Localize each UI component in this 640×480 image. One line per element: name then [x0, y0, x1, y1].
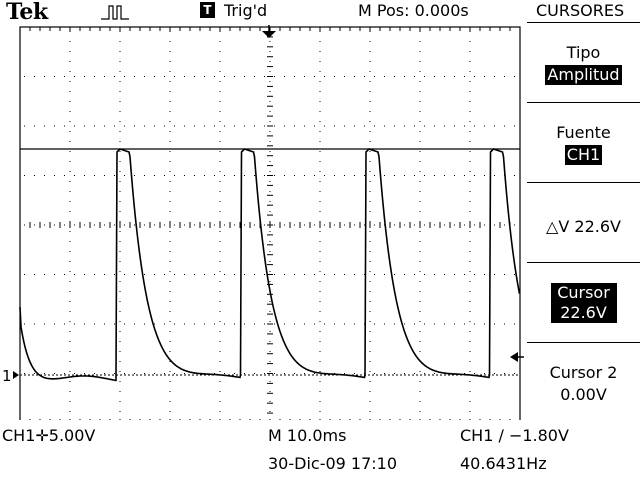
cursor-menu: Tipo Amplitud Fuente CH1 △V 22.6V Cursor… — [527, 22, 640, 420]
menu-delta: △V 22.6V — [527, 182, 640, 263]
menu-delta-label: △V 22.6V — [546, 217, 621, 236]
scope-display: 1 — [2, 25, 524, 420]
menu-cursor1[interactable]: Cursor 1 22.6V — [527, 262, 640, 343]
trigger-position-marker — [262, 31, 276, 38]
menu-cursor2-label: Cursor 2 — [549, 363, 618, 382]
menu-cursor1-value: 22.6V — [550, 303, 617, 323]
menu-source-value: CH1 — [564, 145, 603, 165]
horizontal-position: M Pos: 0.000s — [358, 1, 469, 20]
top-status-bar: Tek T Trig'd M Pos: 0.000s CURSORES — [0, 0, 640, 25]
datetime: 30-Dic-09 17:10 — [268, 454, 398, 473]
ch1-ground-marker: 1 — [2, 367, 12, 385]
menu-type[interactable]: Tipo Amplitud — [527, 22, 640, 103]
menu-type-label: Tipo — [566, 43, 601, 62]
menu-source-label: Fuente — [556, 123, 611, 142]
bottom-status-bar: CH1✛5.00V M 10.0ms CH1 ∕ −1.80V 30-Dic-0… — [0, 420, 640, 480]
menu-source[interactable]: Fuente CH1 — [527, 102, 640, 183]
trigger-setting: CH1 ∕ −1.80V — [460, 426, 569, 445]
timebase: M 10.0ms — [268, 426, 347, 445]
ch1-ground-arrow — [13, 371, 19, 379]
trigger-status: Trig'd — [224, 1, 268, 20]
pulse-run-icon — [101, 5, 129, 20]
trigger-icon: T — [200, 2, 215, 18]
graticule — [19, 26, 521, 420]
trigger-level-marker — [510, 352, 518, 362]
menu-title: CURSORES — [536, 1, 625, 20]
ch1-waveform — [19, 148, 521, 382]
menu-cursor2[interactable]: Cursor 2 0.00V — [527, 342, 640, 421]
brand-logo: Tek — [6, 0, 48, 25]
ch1-scale: CH1✛5.00V — [2, 426, 96, 445]
menu-cursor2-value: 0.00V — [560, 385, 607, 404]
menu-type-value: Amplitud — [545, 65, 622, 85]
frequency: 40.6431Hz — [460, 454, 547, 473]
